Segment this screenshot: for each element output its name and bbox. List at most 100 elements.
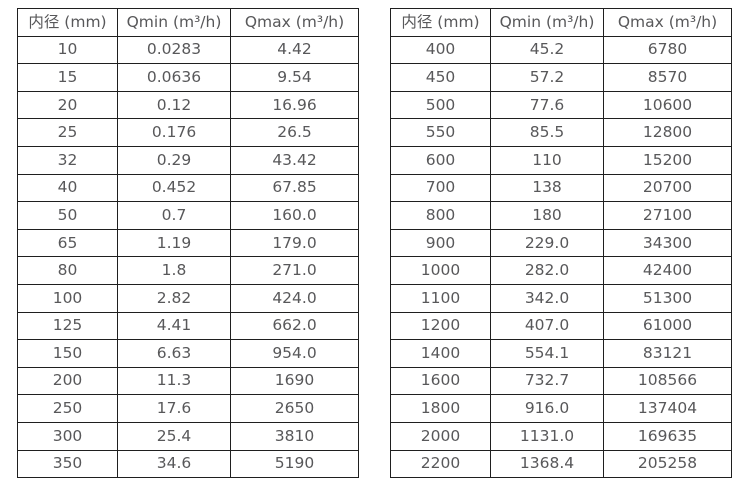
cell-qmax: 67.85 bbox=[230, 173, 359, 203]
cell-qmin: 282.0 bbox=[490, 256, 604, 285]
cell-qmin: 17.6 bbox=[117, 394, 231, 423]
table-row: 1100 342.0 51300 bbox=[390, 283, 732, 313]
table-row: 80 1.8 271.0 bbox=[17, 256, 359, 285]
cell-qmin: 0.7 bbox=[117, 201, 231, 230]
header-row: 内径 (mm) Qmin (m³/h) Qmax (m³/h) bbox=[17, 8, 359, 37]
table-row: 500 77.6 10600 bbox=[390, 90, 732, 120]
cell-qmax: 42400 bbox=[603, 256, 732, 285]
cell-qmax: 137404 bbox=[603, 394, 732, 423]
cell-qmax: 43.42 bbox=[230, 145, 359, 175]
cell-diameter: 2200 bbox=[390, 449, 491, 479]
cell-diameter: 2000 bbox=[390, 421, 491, 451]
cell-diameter: 300 bbox=[17, 421, 118, 451]
header-row: 内径 (mm) Qmin (m³/h) Qmax (m³/h) bbox=[390, 8, 732, 37]
cell-diameter: 50 bbox=[17, 201, 118, 230]
cell-qmax: 424.0 bbox=[230, 283, 359, 313]
table-row: 15 0.0636 9.54 bbox=[17, 63, 359, 92]
cell-diameter: 40 bbox=[17, 173, 118, 203]
table-row: 40 0.452 67.85 bbox=[17, 173, 359, 203]
flow-range-table-small-diameters: 内径 (mm) Qmin (m³/h) Qmax (m³/h) 10 0.0283… bbox=[17, 8, 359, 479]
cell-qmax: 1690 bbox=[230, 366, 359, 396]
cell-qmax: 9.54 bbox=[230, 63, 359, 92]
cell-diameter: 150 bbox=[17, 339, 118, 368]
cell-qmax: 34300 bbox=[603, 228, 732, 258]
cell-qmin: 110 bbox=[490, 145, 604, 175]
table-row: 200 11.3 1690 bbox=[17, 366, 359, 396]
cell-diameter: 900 bbox=[390, 228, 491, 258]
cell-diameter: 1400 bbox=[390, 339, 491, 368]
cell-qmin: 34.6 bbox=[117, 449, 231, 479]
cell-diameter: 1800 bbox=[390, 394, 491, 423]
cell-qmin: 0.176 bbox=[117, 118, 231, 147]
cell-diameter: 1200 bbox=[390, 311, 491, 341]
cell-qmax: 12800 bbox=[603, 118, 732, 147]
cell-qmax: 20700 bbox=[603, 173, 732, 203]
cell-qmax: 3810 bbox=[230, 421, 359, 451]
cell-diameter: 200 bbox=[17, 366, 118, 396]
cell-qmax: 61000 bbox=[603, 311, 732, 341]
cell-qmax: 160.0 bbox=[230, 201, 359, 230]
cell-diameter: 550 bbox=[390, 118, 491, 147]
cell-qmin: 0.452 bbox=[117, 173, 231, 203]
cell-qmin: 25.4 bbox=[117, 421, 231, 451]
cell-qmax: 2650 bbox=[230, 394, 359, 423]
table-row: 600 110 15200 bbox=[390, 145, 732, 175]
cell-qmin: 1368.4 bbox=[490, 449, 604, 479]
cell-qmin: 0.29 bbox=[117, 145, 231, 175]
table-row: 25 0.176 26.5 bbox=[17, 118, 359, 147]
cell-diameter: 80 bbox=[17, 256, 118, 285]
cell-qmin: 1131.0 bbox=[490, 421, 604, 451]
flow-range-table-large-diameters: 内径 (mm) Qmin (m³/h) Qmax (m³/h) 400 45.2 6… bbox=[390, 8, 732, 479]
table-row: 2000 1131.0 169635 bbox=[390, 421, 732, 451]
cell-qmax: 205258 bbox=[603, 449, 732, 479]
cell-qmin: 554.1 bbox=[490, 339, 604, 368]
table-row: 50 0.7 160.0 bbox=[17, 201, 359, 230]
cell-qmax: 108566 bbox=[603, 366, 732, 396]
cell-qmax: 662.0 bbox=[230, 311, 359, 341]
column-header-qmin: Qmin (m³/h) bbox=[490, 8, 604, 37]
column-header-qmax: Qmax (m³/h) bbox=[230, 8, 359, 37]
table-row: 20 0.12 16.96 bbox=[17, 90, 359, 120]
cell-diameter: 600 bbox=[390, 145, 491, 175]
cell-diameter: 125 bbox=[17, 311, 118, 341]
cell-qmax: 6780 bbox=[603, 35, 732, 65]
cell-diameter: 1100 bbox=[390, 283, 491, 313]
column-header-diameter: 内径 (mm) bbox=[390, 8, 491, 37]
cell-qmin: 11.3 bbox=[117, 366, 231, 396]
cell-diameter: 350 bbox=[17, 449, 118, 479]
table-row: 10 0.0283 4.42 bbox=[17, 35, 359, 65]
table-row: 450 57.2 8570 bbox=[390, 63, 732, 92]
cell-diameter: 400 bbox=[390, 35, 491, 65]
cell-diameter: 1600 bbox=[390, 366, 491, 396]
table-row: 100 2.82 424.0 bbox=[17, 283, 359, 313]
table-row: 350 34.6 5190 bbox=[17, 449, 359, 479]
cell-qmax: 179.0 bbox=[230, 228, 359, 258]
table-row: 250 17.6 2650 bbox=[17, 394, 359, 423]
table-row: 32 0.29 43.42 bbox=[17, 145, 359, 175]
cell-diameter: 25 bbox=[17, 118, 118, 147]
cell-diameter: 20 bbox=[17, 90, 118, 120]
cell-qmax: 26.5 bbox=[230, 118, 359, 147]
cell-qmin: 0.0636 bbox=[117, 63, 231, 92]
cell-qmax: 10600 bbox=[603, 90, 732, 120]
table-row: 2200 1368.4 205258 bbox=[390, 449, 732, 479]
cell-diameter: 250 bbox=[17, 394, 118, 423]
cell-qmax: 169635 bbox=[603, 421, 732, 451]
column-header-qmin: Qmin (m³/h) bbox=[117, 8, 231, 37]
table-row: 1000 282.0 42400 bbox=[390, 256, 732, 285]
cell-qmin: 407.0 bbox=[490, 311, 604, 341]
cell-diameter: 450 bbox=[390, 63, 491, 92]
table-row: 150 6.63 954.0 bbox=[17, 339, 359, 368]
table-row: 1400 554.1 83121 bbox=[390, 339, 732, 368]
cell-qmin: 916.0 bbox=[490, 394, 604, 423]
column-header-qmax: Qmax (m³/h) bbox=[603, 8, 732, 37]
cell-diameter: 10 bbox=[17, 35, 118, 65]
cell-diameter: 32 bbox=[17, 145, 118, 175]
cell-diameter: 500 bbox=[390, 90, 491, 120]
table-row: 125 4.41 662.0 bbox=[17, 311, 359, 341]
cell-qmin: 45.2 bbox=[490, 35, 604, 65]
table-row: 700 138 20700 bbox=[390, 173, 732, 203]
cell-qmin: 6.63 bbox=[117, 339, 231, 368]
cell-qmin: 85.5 bbox=[490, 118, 604, 147]
